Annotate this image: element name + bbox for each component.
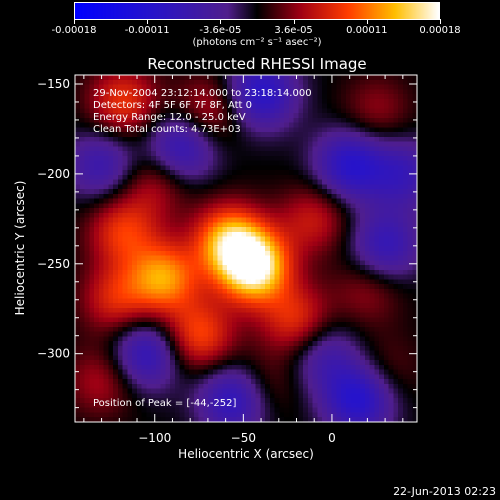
colorbar-tick bbox=[74, 19, 75, 24]
y-tick-label: −300 bbox=[37, 347, 70, 361]
colorbar-tick-label: -0.00018 bbox=[51, 25, 97, 36]
footer-timestamp: 22-Jun-2013 02:23 bbox=[393, 485, 496, 498]
colorbar-tick bbox=[220, 19, 222, 24]
colorbar-tick bbox=[293, 19, 295, 24]
annotation-energy-range: Energy Range: 12.0 - 25.0 keV bbox=[93, 112, 246, 123]
colorbar-tick-label: -0.00011 bbox=[124, 25, 170, 36]
annotation-time-range: 29-Nov-2004 23:12:14.000 to 23:18:14.000 bbox=[93, 88, 312, 99]
x-tick-label: 0 bbox=[328, 431, 336, 445]
annotation-clean-counts: Clean Total counts: 4.73E+03 bbox=[93, 124, 241, 135]
colorbar bbox=[74, 2, 440, 20]
y-axis-title: Heliocentric Y (arcsec) bbox=[13, 181, 27, 316]
annotation-detectors: Detectors: 4F 5F 6F 7F 8F, Att 0 bbox=[93, 100, 253, 111]
chart-title: Reconstructed RHESSI Image bbox=[147, 55, 367, 73]
axes: −100 −50 0 −150 −200 −250 −300 bbox=[37, 75, 417, 445]
x-axis-title: Heliocentric X (arcsec) bbox=[178, 447, 314, 461]
y-tick-label: −150 bbox=[37, 77, 70, 91]
y-tick-label: −200 bbox=[37, 167, 70, 181]
y-tick-label: −250 bbox=[37, 257, 70, 271]
colorbar-units: (photons cm⁻² s⁻¹ asec⁻²) bbox=[192, 37, 322, 48]
colorbar-tick-label: 3.6e-05 bbox=[274, 25, 313, 36]
colorbar-gradient bbox=[74, 2, 440, 20]
plot-frame bbox=[74, 74, 418, 423]
colorbar-tick bbox=[366, 19, 368, 24]
annotation-peak-position: Position of Peak = [-44,-252] bbox=[93, 398, 237, 409]
colorbar-tick-label: 0.00011 bbox=[346, 25, 388, 36]
x-tick-label: −50 bbox=[231, 431, 256, 445]
colorbar-tick-label: -3.6e-05 bbox=[199, 25, 242, 36]
colorbar-tick bbox=[147, 19, 149, 24]
colorbar-tick-label: 0.00018 bbox=[419, 25, 461, 36]
x-tick-label: −100 bbox=[138, 431, 171, 445]
heatmap-image bbox=[75, 75, 417, 422]
colorbar-tick bbox=[440, 19, 441, 24]
